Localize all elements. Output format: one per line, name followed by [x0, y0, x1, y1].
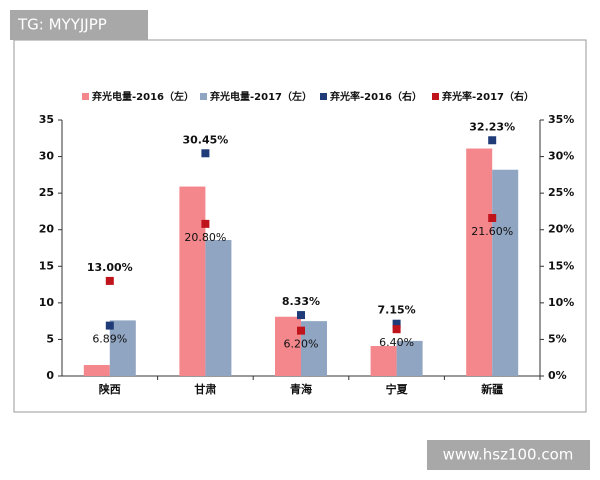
point	[392, 325, 401, 334]
data-label: 6.40%	[379, 336, 414, 349]
point	[392, 319, 401, 328]
y2-tick-label: 25%	[548, 186, 574, 199]
data-label: 6.20%	[284, 338, 319, 351]
y-tick-label: 25	[39, 186, 54, 199]
watermark-box	[427, 440, 590, 470]
y2-tick-label: 30%	[548, 150, 574, 163]
point	[201, 219, 210, 228]
x-tick-label: 宁夏	[386, 382, 409, 396]
legend-label: 弃光电量-2016（左）	[92, 90, 194, 103]
x-tick-label: 甘肃	[194, 382, 216, 396]
data-label: 7.15%	[378, 304, 416, 317]
bar	[109, 320, 136, 376]
bar	[492, 169, 519, 376]
y-tick-label: 5	[46, 332, 54, 345]
point	[488, 214, 497, 223]
y-tick-label: 35	[39, 113, 54, 126]
y-tick-label: 10	[39, 296, 55, 309]
data-label: 20.80%	[184, 231, 226, 244]
y2-tick-label: 0%	[548, 369, 567, 382]
point	[297, 326, 305, 335]
bar	[205, 239, 232, 376]
x-tick-label: 陕西	[99, 382, 121, 396]
point	[201, 149, 210, 158]
y-tick-label: 0	[46, 369, 54, 382]
y2-tick-label: 5%	[548, 332, 567, 345]
data-label: 21.60%	[471, 225, 513, 238]
bar	[179, 186, 206, 376]
watermark: www.hsz100.com	[443, 446, 574, 464]
data-label: 8.33%	[282, 295, 320, 308]
watermark: TG: MYYJJPP	[17, 16, 107, 34]
y-tick-label: 30	[39, 150, 55, 163]
data-label: 13.00%	[87, 261, 133, 274]
legend-swatch	[200, 93, 207, 100]
bar	[370, 346, 397, 376]
legend-label: 弃光率-2016（右）	[330, 90, 422, 103]
legend-label: 弃光电量-2017（左）	[210, 90, 312, 103]
legend-swatch	[82, 93, 89, 100]
bar	[396, 340, 423, 376]
x-tick-label: 新疆	[481, 382, 503, 396]
data-label: 30.45%	[182, 133, 228, 146]
bar	[466, 148, 493, 376]
bar	[301, 321, 327, 376]
watermark-box	[10, 10, 148, 40]
legend-swatch	[320, 93, 327, 100]
bar	[83, 365, 110, 376]
x-tick-label: 青海	[290, 382, 312, 396]
point	[488, 136, 497, 145]
point	[105, 321, 114, 330]
legend-swatch	[432, 93, 439, 100]
y2-tick-label: 20%	[548, 223, 574, 236]
y2-tick-label: 35%	[548, 113, 574, 126]
bar	[275, 316, 301, 376]
y-tick-label: 15	[39, 259, 54, 272]
y-tick-label: 20	[39, 223, 55, 236]
point	[105, 276, 114, 285]
data-label: 32.23%	[469, 120, 515, 133]
y2-tick-label: 15%	[548, 259, 574, 272]
data-label: 6.89%	[92, 333, 127, 346]
y2-tick-label: 10%	[548, 296, 574, 309]
point	[297, 311, 305, 320]
legend-label: 弃光率-2017（右）	[442, 90, 534, 103]
